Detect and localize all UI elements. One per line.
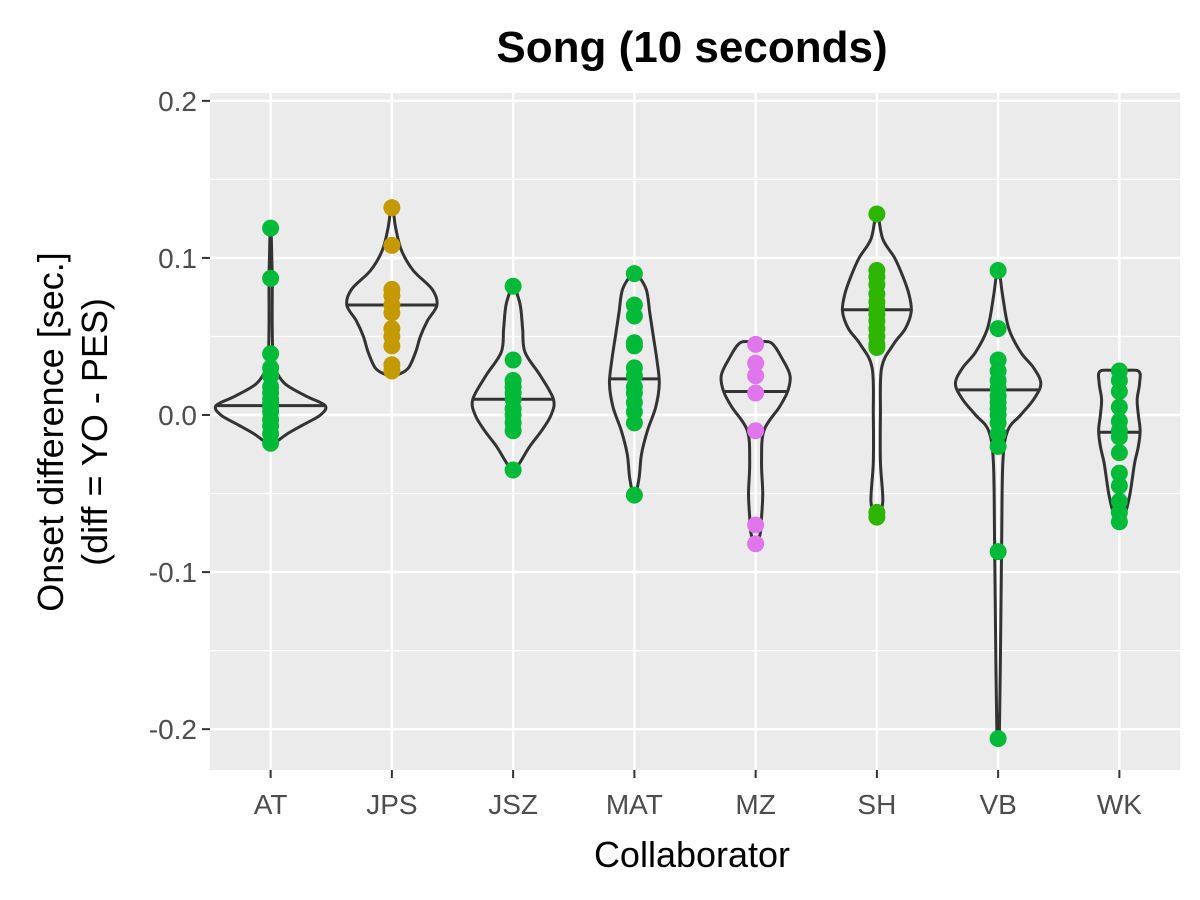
chart-title: Song (10 seconds) [496,23,887,72]
y-tick-label: 0.2 [158,86,197,117]
data-point-wk [1110,477,1128,495]
data-point-sh [868,338,886,356]
data-point-jsz [504,461,522,479]
x-tick-label: JSZ [488,789,538,820]
data-point-wk [1110,513,1128,531]
x-tick-label: AT [254,789,288,820]
data-point-vb [989,730,1007,748]
data-point-mz [747,535,765,553]
data-point-at [262,269,280,287]
data-point-mz [747,354,765,372]
data-point-mat [625,265,643,283]
data-point-at [262,219,280,237]
data-point-jps [383,362,401,380]
data-point-jps [383,304,401,322]
data-point-jps [383,236,401,254]
plot-panel [210,93,1180,770]
x-tick-label: WK [1097,789,1142,820]
data-point-mat [625,486,643,504]
data-point-mat [625,414,643,432]
data-point-wk [1110,444,1128,462]
y-axis-title-line2: (diff = YO - PES) [74,298,115,566]
data-point-jsz [504,351,522,369]
data-points [262,199,1128,748]
x-tick-label: MZ [735,789,775,820]
data-point-mz [747,422,765,440]
y-tick-label: -0.2 [149,714,197,745]
data-point-jsz [504,277,522,295]
data-point-mz [747,384,765,402]
x-axis: AT JPS JSZ MAT MZ SH VB WK [254,770,1142,820]
data-point-vb [989,425,1007,443]
y-axis-title-line1: Onset difference [sec.] [30,252,71,612]
x-axis-title: Collaborator [594,834,790,875]
data-point-jsz [504,422,522,440]
data-point-mz [747,367,765,385]
data-point-jps [383,199,401,217]
y-tick-label: 0.1 [158,243,197,274]
data-point-wk [1110,398,1128,416]
data-point-mat [625,337,643,355]
data-point-vb [989,261,1007,279]
y-tick-label: 0.0 [158,400,197,431]
x-tick-label: MAT [606,789,663,820]
y-axis: 0.2 0.1 0.0 -0.1 -0.2 [149,86,210,745]
data-point-sh [868,205,886,223]
y-axis-title: Onset difference [sec.] (diff = YO - PES… [30,252,115,612]
data-point-mat [625,307,643,325]
y-tick-label: -0.1 [149,557,197,588]
data-point-at [262,434,280,452]
data-point-vb [989,320,1007,338]
x-tick-label: SH [857,789,896,820]
data-point-sh [868,508,886,526]
x-tick-label: VB [979,789,1016,820]
data-point-jps [383,337,401,355]
data-point-mz [747,335,765,353]
data-point-vb [989,437,1007,455]
data-point-wk [1110,464,1128,482]
data-point-at [262,345,280,363]
data-point-vb [989,543,1007,561]
x-tick-label: JPS [366,789,417,820]
data-point-wk [1110,382,1128,400]
data-point-wk [1110,428,1128,446]
data-point-mz [747,516,765,534]
